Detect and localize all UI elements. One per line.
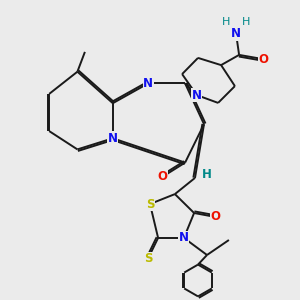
Text: N: N xyxy=(192,88,202,102)
Text: H: H xyxy=(242,17,250,27)
Text: O: O xyxy=(258,52,268,66)
Text: O: O xyxy=(158,170,168,183)
Text: N: N xyxy=(231,27,241,40)
Text: N: N xyxy=(108,132,118,145)
Text: S: S xyxy=(146,197,154,211)
Text: S: S xyxy=(144,252,152,266)
Text: N: N xyxy=(179,231,189,244)
Text: N: N xyxy=(143,77,153,90)
Text: H: H xyxy=(222,17,231,27)
Text: O: O xyxy=(210,210,220,224)
Text: H: H xyxy=(202,167,211,181)
